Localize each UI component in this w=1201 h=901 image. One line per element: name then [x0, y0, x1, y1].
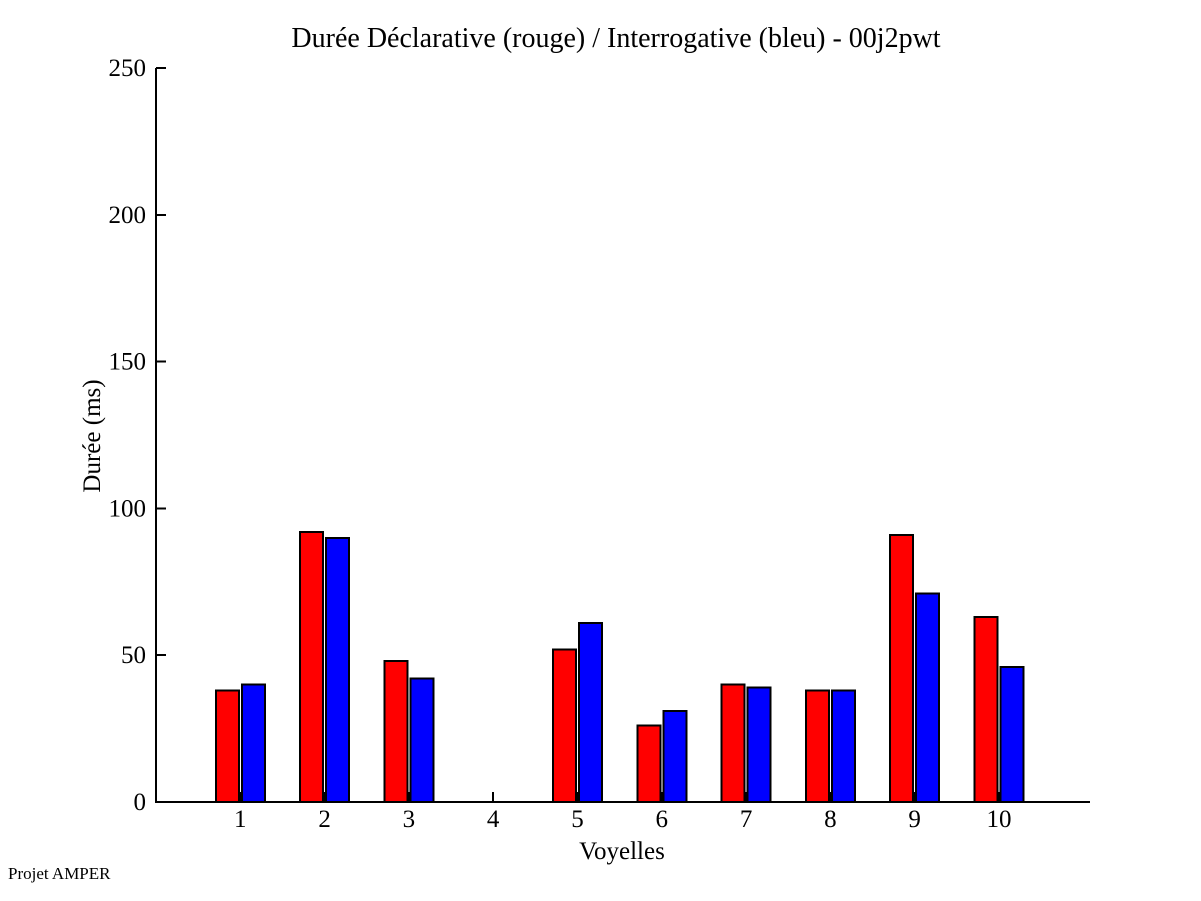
x-tick-label: 3 [403, 806, 416, 833]
x-tick-label: 5 [571, 806, 584, 833]
bar-interrogative-5 [577, 621, 603, 803]
x-tick-label: 4 [487, 806, 500, 833]
y-tick-label: 250 [109, 55, 147, 82]
bar-déclarative-7 [720, 683, 746, 803]
bar-déclarative-2 [299, 530, 325, 803]
bar-déclarative-3 [383, 660, 409, 804]
y-tick-label: 50 [121, 642, 146, 669]
x-axis-label: Voyelles [579, 838, 665, 865]
x-tick-label: 1 [234, 806, 247, 833]
y-tick-label: 200 [109, 202, 147, 229]
y-tick-label: 150 [109, 349, 147, 376]
bar-déclarative-1 [214, 689, 240, 804]
plot-area: 0 50 100 150 200 250 1 2 3 4 5 6 7 8 9 10 [109, 55, 1090, 833]
x-tick-label: 9 [908, 806, 921, 833]
bar-interrogative-8 [830, 689, 856, 804]
bar-interrogative-1 [240, 683, 266, 803]
bar-interrogative-9 [915, 592, 941, 803]
bar-interrogative-7 [746, 686, 772, 803]
x-tick-label: 10 [986, 806, 1011, 833]
x-tick-label: 7 [740, 806, 753, 833]
bar-déclarative-5 [551, 648, 577, 803]
x-tick-label: 8 [824, 806, 837, 833]
bar-déclarative-8 [804, 689, 830, 804]
y-tick-label: 0 [134, 789, 147, 816]
bar-déclarative-9 [889, 533, 915, 803]
bar-déclarative-10 [973, 616, 999, 803]
axis-lines [155, 68, 1090, 803]
y-tick-label: 100 [109, 495, 147, 522]
bar-interrogative-6 [662, 709, 688, 804]
bar-interrogative-2 [325, 536, 351, 803]
x-tick-label: 2 [318, 806, 331, 833]
bar-déclarative-6 [636, 724, 662, 803]
x-tick-label: 6 [656, 806, 669, 833]
bar-interrogative-3 [409, 677, 435, 803]
y-axis-label: Durée (ms) [79, 379, 106, 492]
bar-interrogative-10 [999, 665, 1025, 803]
chart-title: Durée Déclarative (rouge) / Interrogativ… [291, 23, 940, 54]
footer-note: Projet AMPER [8, 864, 111, 883]
